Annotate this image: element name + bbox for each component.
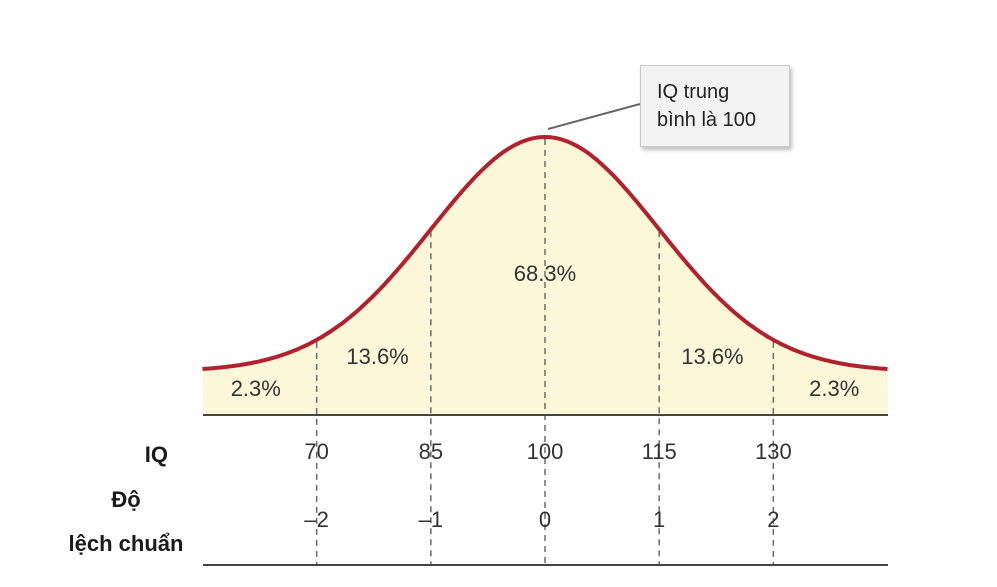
callout-line-2: bình là 100 xyxy=(657,109,756,131)
row-label-sd-line2: lệch chuẩn xyxy=(69,531,184,556)
tick-label-sd-1: –1 xyxy=(419,507,443,532)
tick-label-iq-3: 115 xyxy=(642,439,677,464)
region-label-right-mid: 13.6% xyxy=(681,344,743,369)
tick-label-sd-4: 2 xyxy=(767,507,779,532)
region-label-left-tail: 2.3% xyxy=(231,376,281,401)
region-label-center: 68.3% xyxy=(514,261,576,286)
tick-label-iq-4: 130 xyxy=(755,439,792,464)
row-label-sd-line1: Độ xyxy=(111,487,140,512)
tick-label-iq-1: 85 xyxy=(419,439,443,464)
region-percent-labels: 2.3% 13.6% 68.3% 13.6% 2.3% xyxy=(231,261,860,401)
tick-label-sd-2: 0 xyxy=(539,507,551,532)
tick-labels: 70 85 100 115 130 –2 –1 0 1 2 xyxy=(304,439,791,532)
sd-boundary-lines xyxy=(315,139,775,565)
tick-label-iq-2: 100 xyxy=(527,439,564,464)
callout-leader-line xyxy=(547,103,641,130)
normal-distribution-curve xyxy=(202,134,888,371)
tick-label-iq-0: 70 xyxy=(304,439,328,464)
region-label-left-mid: 13.6% xyxy=(346,344,408,369)
mean-iq-callout: IQ trung bình là 100 xyxy=(640,65,790,147)
tick-label-sd-0: –2 xyxy=(304,507,328,532)
row-label-iq: IQ xyxy=(145,442,168,467)
tick-label-sd-3: 1 xyxy=(653,507,665,532)
callout-line-1: IQ trung xyxy=(657,81,730,103)
region-label-right-tail: 2.3% xyxy=(809,376,859,401)
